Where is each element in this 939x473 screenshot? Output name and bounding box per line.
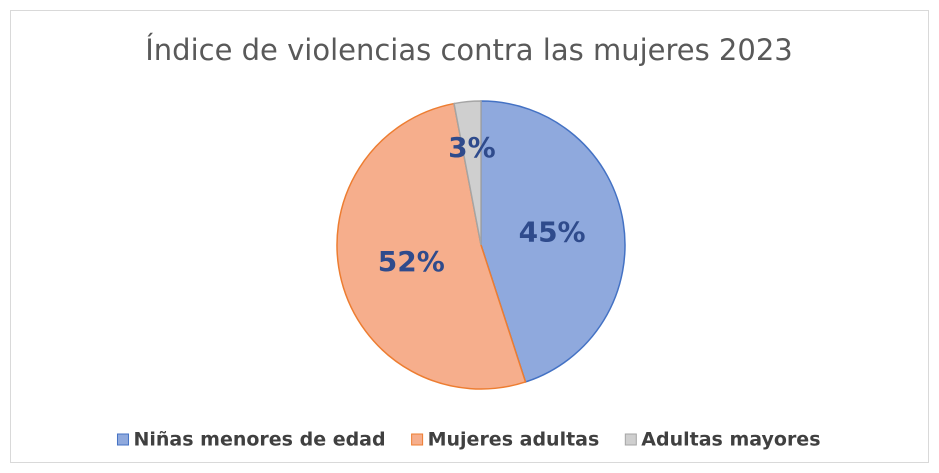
legend-label: Niñas menores de edad (133, 429, 385, 451)
legend-swatch (116, 433, 129, 446)
legend-swatch (624, 433, 637, 446)
chart-title: Índice de violencias contra las mujeres … (145, 33, 793, 67)
data-label: 52% (378, 245, 445, 278)
data-label: 45% (519, 216, 586, 249)
pie-slice (336, 102, 527, 390)
pie-slice (453, 100, 482, 246)
legend-label: Adultas mayores (641, 429, 820, 451)
legend-label: Mujeres adultas (428, 429, 600, 451)
pie-slice (480, 100, 626, 383)
legend-swatch (411, 433, 424, 446)
data-label: 3% (448, 131, 496, 164)
